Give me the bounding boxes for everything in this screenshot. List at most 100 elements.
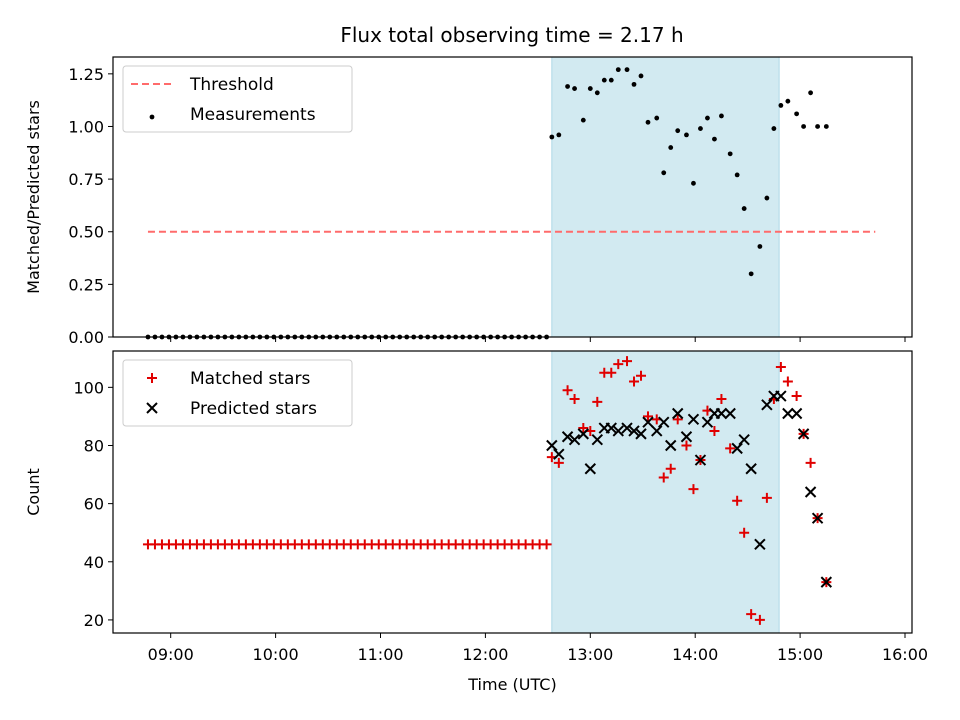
matched-star-point [636, 370, 647, 381]
matched-star-point [732, 495, 743, 506]
predicted-star-point [687, 413, 700, 426]
matched-star-point [761, 492, 772, 503]
y-tick-label: 1.25 [68, 65, 104, 84]
predicted-star-point [591, 433, 604, 446]
measurement-point [572, 86, 577, 91]
matched-star-point [716, 393, 727, 404]
matched-star-point [754, 614, 765, 625]
predicted-star-point [715, 407, 728, 420]
matched-star-point [805, 457, 816, 468]
legend: Threshold Measurements [122, 65, 353, 133]
measurement-point [587, 86, 593, 91]
legend-measurement-swatch [149, 114, 155, 120]
matched-star-point [782, 376, 793, 387]
x-tick-label: 15:00 [777, 645, 823, 664]
measurement-point [748, 271, 754, 277]
matched-star-point [569, 393, 580, 404]
matched-star-point [622, 356, 633, 367]
matched-star-point [629, 376, 640, 387]
measurement-point [712, 136, 717, 142]
legend-predicted-swatch [146, 402, 158, 414]
matched-star-point [658, 472, 669, 483]
predicted-star-point [651, 425, 663, 437]
matched-star-point [681, 440, 692, 451]
measurement-point [823, 124, 829, 129]
y-tick-label: 40 [84, 553, 104, 572]
matched-star-point [592, 396, 603, 407]
predicted-star-point [761, 399, 773, 411]
matched-star-point [739, 527, 750, 538]
predicted-star-point [694, 454, 707, 466]
observing-span [551, 56, 780, 338]
measurement-point [801, 124, 807, 129]
matched-star-point [791, 391, 802, 402]
measurement-point [691, 180, 696, 186]
matched-star-point [725, 443, 736, 454]
measurement-point [565, 84, 570, 89]
predicted-star-point [658, 416, 670, 428]
predicted-star-point [553, 448, 565, 460]
predicted-star-point [820, 576, 833, 588]
predicted-star-point [546, 439, 558, 452]
measurement-point [719, 113, 724, 119]
y-axis-label: Matched/Predicted stars [24, 100, 43, 294]
measurement-point [601, 77, 607, 83]
y-tick-label: 0.75 [68, 170, 104, 189]
measurement-point [778, 103, 784, 108]
matched-star-point [606, 367, 617, 378]
matched-star-point [709, 425, 720, 436]
predicted-star-point [577, 428, 590, 440]
predicted-star-point [782, 407, 794, 420]
measurement-point [741, 206, 747, 211]
x-axis-label: Time (UTC) [467, 675, 556, 694]
matched-star-point [578, 423, 589, 434]
matched-star-point [541, 539, 552, 550]
predicted-star-point [797, 428, 810, 440]
y-tick-label: 0.50 [68, 223, 104, 242]
matched-star-point [775, 361, 786, 372]
x-tick-label: 09:00 [148, 645, 194, 664]
matched-star-point [613, 359, 624, 370]
predicted-star-point [628, 425, 640, 437]
bottom-panel: 20 40 60 80 100 09:00 10:00 11:00 12:00 13:00 14:0… [24, 350, 928, 694]
legend-box [122, 65, 353, 133]
measurement-point [684, 132, 689, 138]
predicted-star-point [775, 390, 787, 402]
predicted-star-point [701, 416, 714, 428]
legend-matched-swatch [147, 373, 157, 383]
predicted-star-point [745, 463, 757, 475]
y-tick-label: 100 [73, 378, 104, 397]
x-tick-label: 13:00 [567, 645, 613, 664]
legend-box [122, 359, 353, 427]
measurement-point [785, 98, 791, 104]
measurement-point [661, 170, 667, 176]
matched-star-point [665, 463, 676, 474]
measurement-point [808, 90, 813, 96]
y-tick-label: 60 [84, 495, 104, 514]
predicted-star-point [561, 431, 574, 443]
predicted-star-point [754, 538, 766, 551]
measurement-point [771, 126, 777, 131]
measurement-point [624, 67, 630, 73]
legend-label: Matched stars [190, 369, 310, 389]
predicted-star-point [680, 431, 693, 443]
measurement-point [580, 117, 586, 123]
axes-frame [112, 350, 913, 634]
measurement-point [615, 67, 621, 73]
matched-star-point [688, 484, 699, 495]
predicted-star-point [731, 442, 743, 455]
measurement-point [764, 195, 770, 201]
legend: Matched stars Predicted stars [122, 359, 353, 427]
measurement-point [556, 132, 562, 138]
measurement-point [727, 151, 733, 157]
measurement-point [815, 124, 820, 129]
legend-label: Threshold [189, 75, 274, 95]
measurement-point [705, 115, 710, 121]
observing-span [551, 350, 780, 634]
measurement-point [645, 119, 651, 125]
y-tick-label: 20 [84, 611, 104, 630]
predicted-star-point [642, 416, 654, 428]
y-tick-label: 80 [84, 436, 104, 455]
x-tick-label: 10:00 [253, 645, 299, 664]
